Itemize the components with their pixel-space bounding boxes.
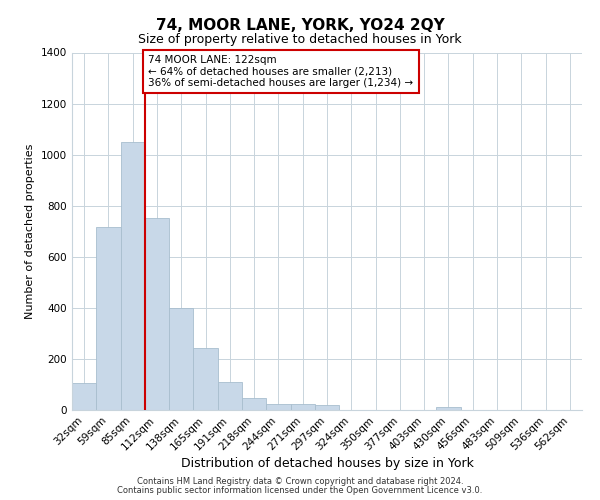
Text: 74 MOOR LANE: 122sqm
← 64% of detached houses are smaller (2,213)
36% of semi-de: 74 MOOR LANE: 122sqm ← 64% of detached h… (149, 55, 413, 88)
Bar (315, 405, 339, 410)
Bar (266, 404, 290, 410)
Y-axis label: Number of detached properties: Number of detached properties (25, 144, 35, 319)
Bar (121, 142, 145, 410)
Bar (72, 383, 96, 410)
X-axis label: Distribution of detached houses by size in York: Distribution of detached houses by size … (181, 458, 473, 470)
Bar (193, 348, 218, 410)
Bar (218, 382, 242, 410)
Bar (436, 408, 461, 410)
Bar (169, 308, 193, 410)
Bar (242, 398, 266, 410)
Bar (145, 218, 169, 410)
Text: Contains public sector information licensed under the Open Government Licence v3: Contains public sector information licen… (118, 486, 482, 495)
Bar (96, 228, 121, 410)
Bar (290, 404, 315, 410)
Text: Contains HM Land Registry data © Crown copyright and database right 2024.: Contains HM Land Registry data © Crown c… (137, 477, 463, 486)
Text: Size of property relative to detached houses in York: Size of property relative to detached ho… (138, 32, 462, 46)
Text: 74, MOOR LANE, YORK, YO24 2QY: 74, MOOR LANE, YORK, YO24 2QY (155, 18, 445, 32)
